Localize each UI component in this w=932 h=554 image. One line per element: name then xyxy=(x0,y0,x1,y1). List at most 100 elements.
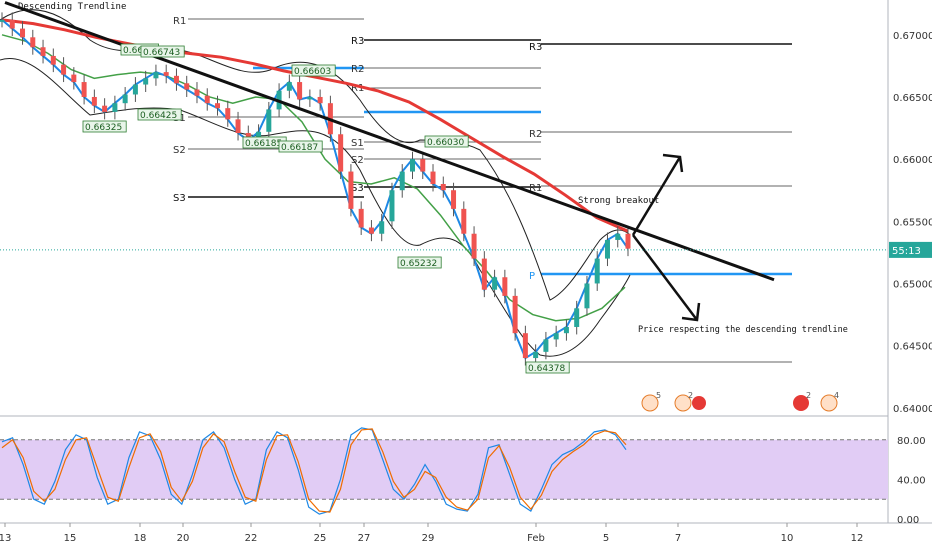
candle-body xyxy=(399,171,405,191)
candle-body xyxy=(481,258,487,290)
price-tag-label: 0.65232 xyxy=(400,259,437,269)
breakout-arrows xyxy=(631,153,701,322)
candle-body xyxy=(143,78,149,85)
price-tag-label: 0.64378 xyxy=(528,364,565,374)
oscillator-tick-label: 0.00 xyxy=(897,515,919,526)
candle-body xyxy=(297,82,303,100)
moving-average-mid xyxy=(1,34,626,322)
price-tag-box xyxy=(291,64,336,77)
price-tag-label: 0.66743 xyxy=(143,48,180,58)
pivot-label: R2 xyxy=(529,129,542,140)
price-tick-label: 0.66500 xyxy=(893,93,932,104)
time-tick-label: 15 xyxy=(64,533,77,544)
annotation-strong-breakout: Strong breakout xyxy=(578,196,659,206)
price-tick-label: 0.67000 xyxy=(893,31,932,42)
price-tick-label: 0.65000 xyxy=(893,279,932,290)
candle-body xyxy=(30,37,36,48)
time-tick-label: 7 xyxy=(675,533,681,544)
pivot-label: S3 xyxy=(351,183,364,194)
oscillator-line-d xyxy=(1,428,627,513)
candle-body xyxy=(533,351,539,359)
candle-body xyxy=(492,277,498,290)
annotation-trendline-respect: Price respecting the descending trendlin… xyxy=(638,325,848,335)
candle-body xyxy=(307,96,313,100)
price-tag-box xyxy=(140,45,185,58)
pivot-label: S3 xyxy=(173,193,186,204)
pivot-levels xyxy=(188,18,792,363)
candle-body xyxy=(512,295,518,334)
time-tick-label: 10 xyxy=(781,533,794,544)
candle-body xyxy=(204,95,210,104)
candle-body xyxy=(543,339,549,352)
candle-body xyxy=(194,89,200,96)
candle-body xyxy=(286,82,292,91)
pivot-label: S1 xyxy=(351,138,364,149)
price-axis-ticks: 0.67000 0.66500 0.66000 0.65500 0.65000 0.645… xyxy=(893,31,932,415)
candle-body xyxy=(163,72,169,76)
price-tag-label: 0.66425 xyxy=(140,111,177,121)
pivot-label: R3 xyxy=(529,42,542,53)
pivot-label: R2 xyxy=(351,64,364,75)
time-axis-ticks: 13 15 18 20 22 25 27 29 Feb 5 7 10 12 xyxy=(0,523,863,544)
current-price-label: 55:13 xyxy=(892,246,921,257)
candles-group xyxy=(0,12,631,366)
candle-body xyxy=(40,47,46,56)
candle-body xyxy=(266,109,272,132)
pivot-label: R1 xyxy=(173,16,186,27)
oscillator-axis-ticks: 80.00 40.00 0.00 xyxy=(897,436,926,526)
time-tick-label: 5 xyxy=(603,533,609,544)
svg-text:5: 5 xyxy=(656,391,661,400)
price-tag-box xyxy=(424,135,469,148)
price-tag-box xyxy=(137,108,182,121)
time-tick-label: 22 xyxy=(245,533,258,544)
svg-text:2: 2 xyxy=(806,391,811,400)
candle-body xyxy=(348,171,354,209)
candle-body xyxy=(338,134,344,172)
time-tick-label: 25 xyxy=(314,533,327,544)
candle-body xyxy=(440,184,446,191)
price-scale[interactable] xyxy=(888,0,932,550)
candle-body xyxy=(256,131,262,141)
time-tick-label: 20 xyxy=(177,533,190,544)
candle-body xyxy=(563,326,569,334)
oscillator-band xyxy=(0,439,888,500)
price-tag-label: 0.6674 xyxy=(123,46,155,56)
svg-text:2: 2 xyxy=(688,391,693,400)
event-icons[interactable]: 5 2 2 4 xyxy=(641,391,839,412)
pivot-label: R1 xyxy=(351,83,364,94)
price-tag-label: 0.66325 xyxy=(85,123,122,133)
candle-body xyxy=(20,28,26,38)
candle-body xyxy=(451,190,457,209)
candle-body xyxy=(173,75,179,84)
candle-body xyxy=(215,103,221,109)
candle-body xyxy=(71,74,77,83)
price-tag-box xyxy=(397,256,442,269)
candle-body xyxy=(409,159,415,172)
time-tick-label: 12 xyxy=(851,533,864,544)
candle-body xyxy=(420,159,426,172)
candle-body xyxy=(50,55,56,65)
candle-body xyxy=(112,103,118,112)
candle-body xyxy=(625,233,631,249)
candle-body xyxy=(317,96,323,104)
pivot-label: S2 xyxy=(173,145,186,156)
candle-body xyxy=(522,333,528,359)
candle-body xyxy=(574,308,580,327)
price-pane[interactable] xyxy=(0,0,888,414)
price-tick-label: 0.64500 xyxy=(893,342,932,353)
price-tag-label: 0.66187 xyxy=(281,143,318,153)
pivot-label: S2 xyxy=(351,155,364,166)
candle-body xyxy=(604,239,610,259)
price-tag-label: 0.66030 xyxy=(427,138,464,148)
price-tag-label: 0.66603 xyxy=(294,67,331,77)
time-tick-label: 18 xyxy=(134,533,147,544)
current-price-box xyxy=(889,241,932,258)
price-tag-label: 0.66185 xyxy=(245,139,282,149)
candle-body xyxy=(461,208,467,234)
candle-body xyxy=(430,171,436,184)
time-tick-label: 29 xyxy=(422,533,435,544)
candle-body xyxy=(368,227,374,234)
